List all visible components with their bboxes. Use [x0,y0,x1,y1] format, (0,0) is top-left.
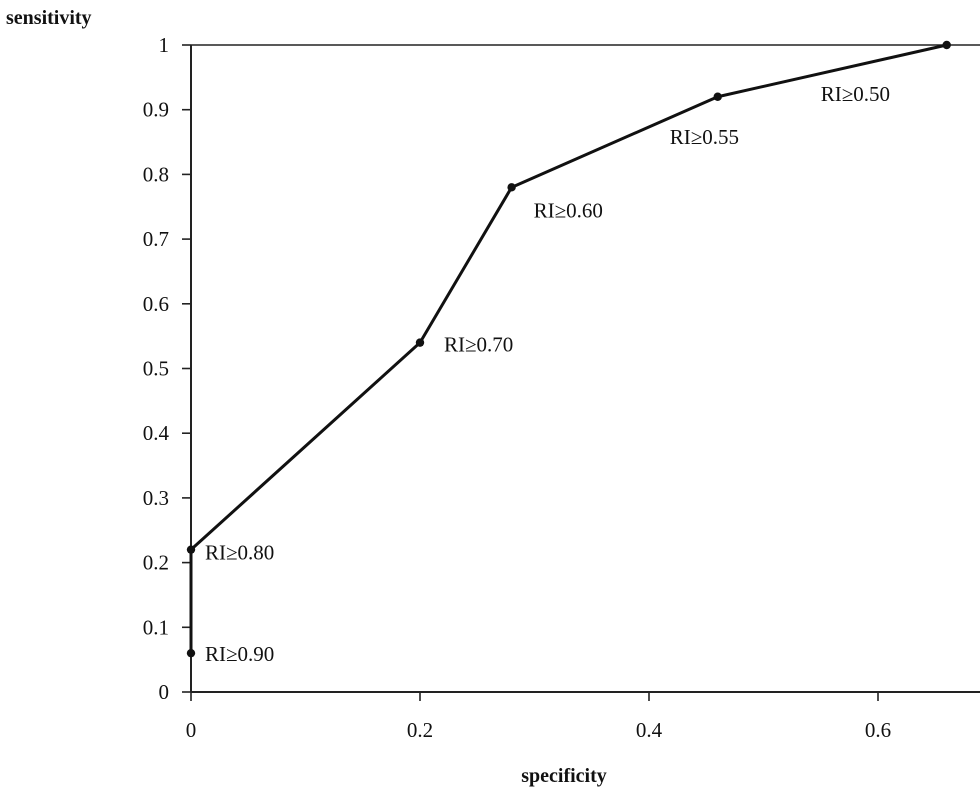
y-tick-label: 0.5 [143,357,169,381]
axis-ticks: 0 0.1 0.2 0.3 0.4 0.5 0.6 0.7 0.8 0.9 1 0 0.2 0.4 0.6 [143,33,891,742]
data-point-label: RI≥0.80 [205,541,274,565]
data-point [415,338,425,347]
y-tick-label: 0 [159,680,170,704]
data-point [186,648,196,658]
series-line [189,43,948,654]
y-tick-label: 0.9 [143,98,169,122]
x-tick-label: 0 [186,718,197,742]
axes [190,44,980,693]
y-tick-label: 0.1 [143,615,169,639]
data-point [942,40,951,50]
data-point [713,92,722,101]
y-tick-label: 0.2 [143,551,169,575]
data-points [186,40,951,658]
data-point [186,545,196,554]
y-tick-label: 0.7 [143,227,169,251]
x-tick-label: 0.4 [636,718,663,742]
y-tick-label: 0.3 [143,486,169,510]
data-point-label: RI≥0.55 [670,125,739,149]
data-point-label: RI≥0.90 [205,642,274,666]
point-labels: RI≥0.90 RI≥0.80 RI≥0.70 RI≥0.60 RI≥0.55 RI≥0.… [205,82,890,666]
x-tick-label: 0.6 [865,718,891,742]
roc-curve-line [189,43,948,654]
y-axis-title: sensitivity [6,7,92,29]
x-axis-title: specificity [521,765,607,787]
y-tick-label: 0.6 [143,292,169,316]
data-point-label: RI≥0.70 [444,333,513,357]
data-point [507,183,516,192]
y-tick-label: 0.8 [143,162,169,186]
data-point-label: RI≥0.60 [534,198,603,222]
y-tick-label: 1 [159,33,170,57]
x-tick-label: 0.2 [407,718,433,742]
y-tick-label: 0.4 [143,421,170,445]
data-point-label: RI≥0.50 [821,82,890,106]
